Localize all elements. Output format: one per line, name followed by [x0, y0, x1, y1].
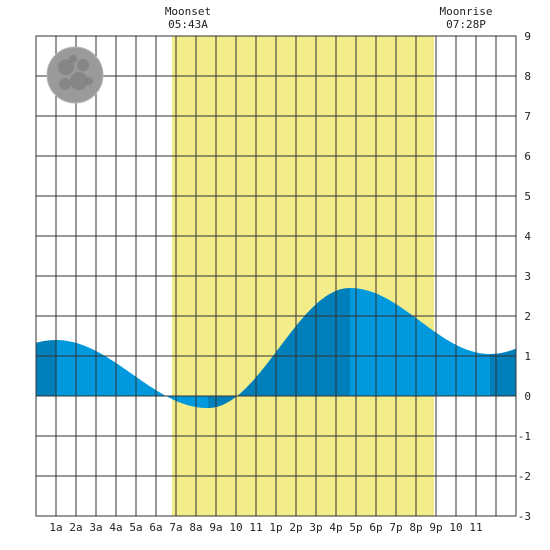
- y-tick-label: 0: [524, 390, 531, 403]
- x-tick-label: 9p: [429, 521, 442, 534]
- x-tick-label: 6p: [369, 521, 382, 534]
- x-tick-label: 2a: [69, 521, 82, 534]
- moonrise-time: 07:28P: [446, 18, 486, 31]
- x-tick-label: 8a: [189, 521, 202, 534]
- tide-segment-low: [172, 396, 208, 408]
- y-tick-label: 9: [524, 30, 531, 43]
- tide-segment-rising: [208, 288, 350, 408]
- x-tick-label: 3p: [309, 521, 322, 534]
- y-tick-label: 5: [524, 190, 531, 203]
- moonset-time: 05:43A: [168, 18, 208, 31]
- y-tick-label: 4: [524, 230, 531, 243]
- y-tick-label: 2: [524, 310, 531, 323]
- moon-crater: [70, 72, 88, 90]
- moon-crater: [69, 55, 77, 63]
- x-tick-label: 1a: [49, 521, 62, 534]
- x-tick-label: 4a: [109, 521, 122, 534]
- moonrise-label: Moonrise: [440, 5, 493, 18]
- y-tick-label: 3: [524, 270, 531, 283]
- tide-segment-early: [36, 340, 56, 396]
- x-tick-label: 6a: [149, 521, 162, 534]
- y-tick-label: 8: [524, 70, 531, 83]
- y-tick-label: 6: [524, 150, 531, 163]
- plot-border: [35, 35, 517, 517]
- x-tick-label: 11: [469, 521, 482, 534]
- x-tick-label: 5p: [349, 521, 362, 534]
- moon-rim: [46, 46, 104, 104]
- y-tick-label: 7: [524, 110, 531, 123]
- tide-series: [36, 288, 516, 408]
- moon-crater: [59, 78, 71, 90]
- y-tick-label: -3: [518, 510, 531, 523]
- moon-crater: [58, 59, 74, 75]
- x-tick-label: 7p: [389, 521, 402, 534]
- moon-crater: [77, 59, 89, 71]
- chart-grid: [35, 35, 517, 517]
- y-tick-label: -1: [518, 430, 531, 443]
- x-tick-label: 5a: [129, 521, 142, 534]
- x-tick-label: 8p: [409, 521, 422, 534]
- tide-segment-ebbing: [350, 288, 490, 396]
- x-tick-label: 3a: [89, 521, 102, 534]
- moon-crater: [85, 77, 93, 85]
- moonset-label: Moonset: [165, 5, 211, 18]
- tide-segment-falling: [56, 340, 208, 408]
- y-tick-label: -2: [518, 470, 531, 483]
- x-tick-label: 11: [249, 521, 262, 534]
- x-tick-label: 1p: [269, 521, 282, 534]
- x-tick-label: 10: [229, 521, 242, 534]
- x-tick-label: 10: [449, 521, 462, 534]
- y-tick-label: 1: [524, 350, 531, 363]
- chart-labels: -3 -2 -1 0 1 2 3 4 5 6 7 8 9 1a 2a 3a 4a 5a 6a 7a 8a 9a 10 11 1p…: [49, 5, 531, 534]
- full-moon-icon: [46, 46, 104, 104]
- x-tick-label: 2p: [289, 521, 302, 534]
- x-tick-label: 4p: [329, 521, 342, 534]
- x-tick-label: 9a: [209, 521, 222, 534]
- x-tick-label: 7a: [169, 521, 182, 534]
